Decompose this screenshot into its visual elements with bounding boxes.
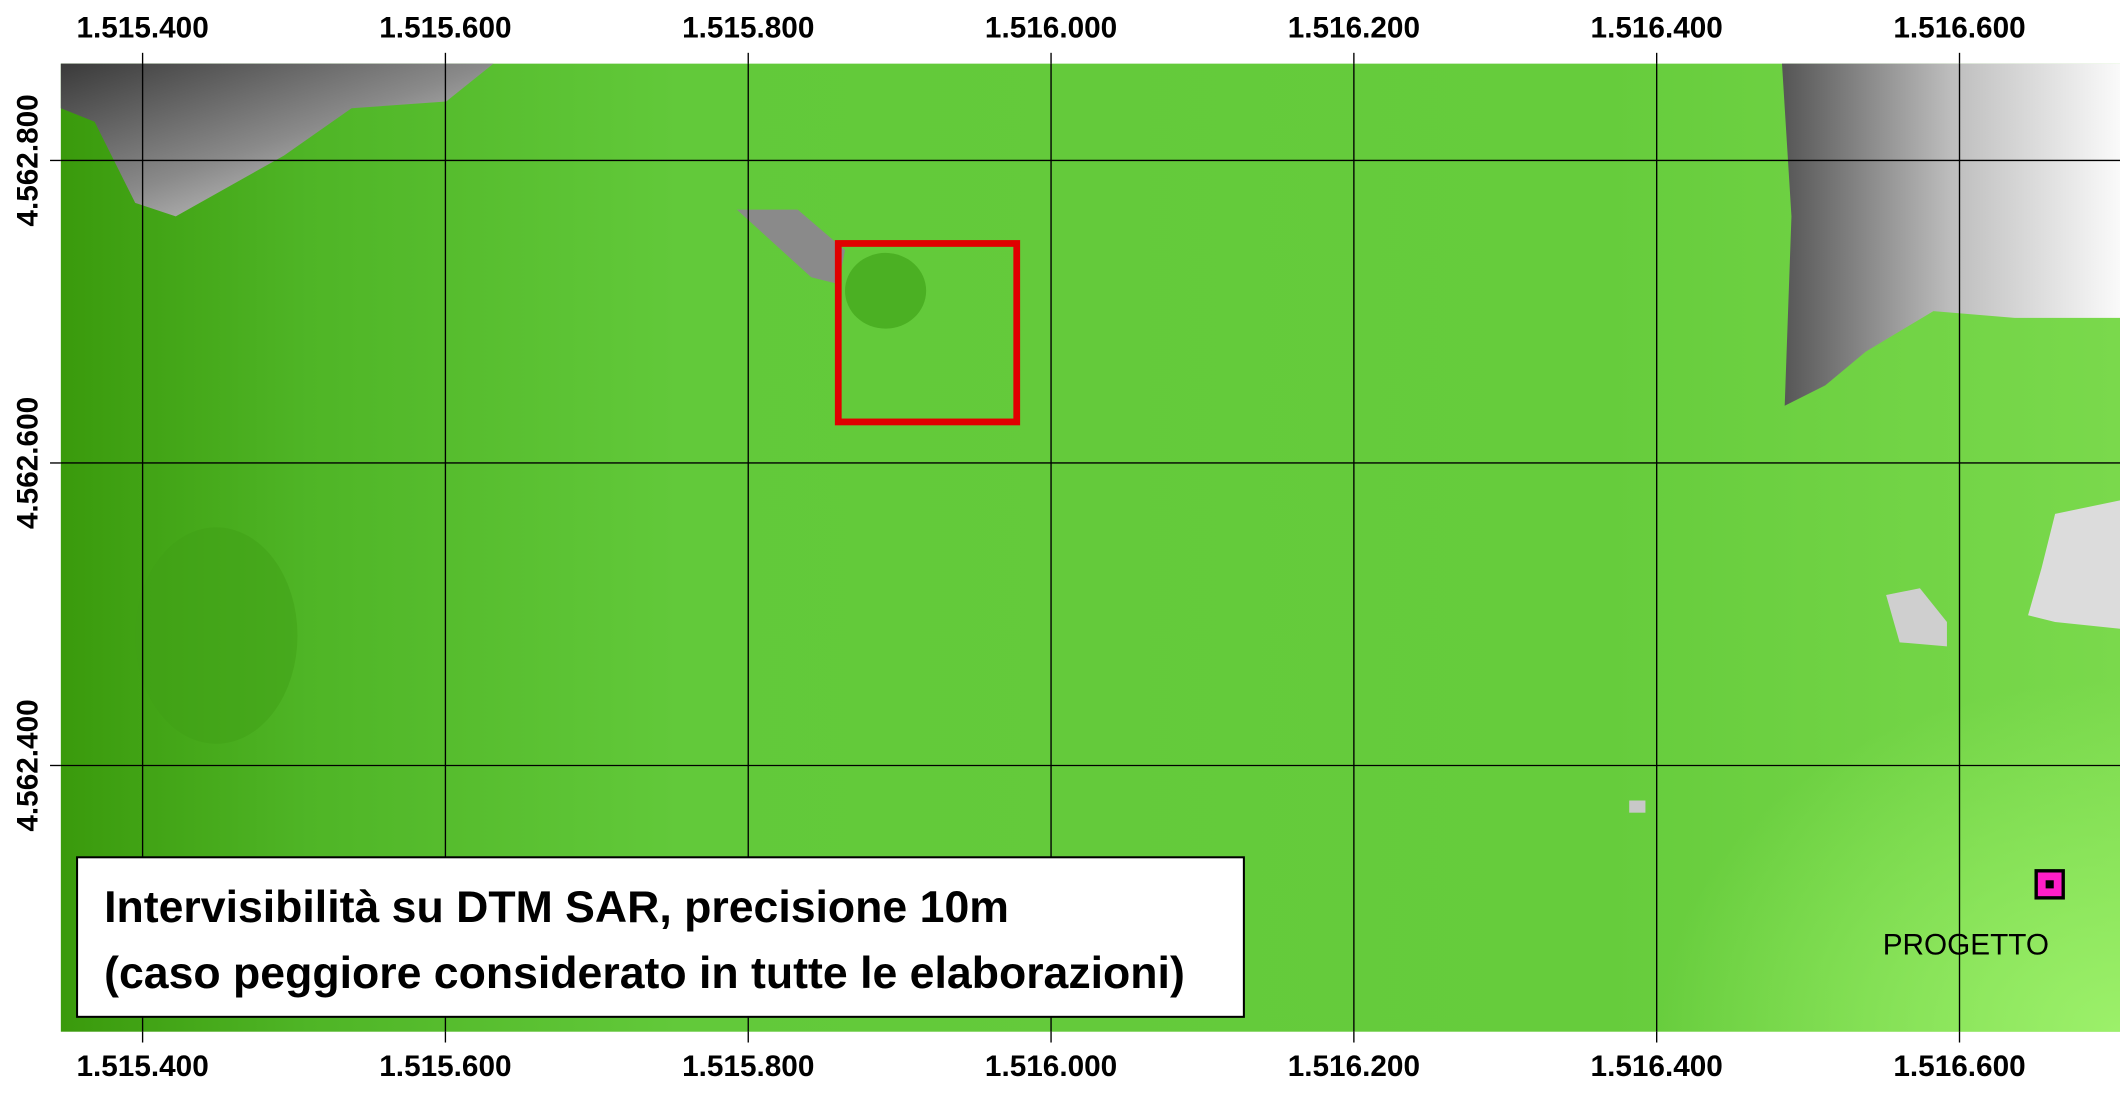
x-tick-label: 1.515.600 [379, 1050, 511, 1083]
marker-label: PROGETTO [1883, 928, 2049, 961]
caption-line: (caso peggiore considerato in tutte le e… [104, 949, 1185, 998]
page: {"map": { "xlim": [1515346, 1516706], "y… [0, 0, 2120, 1094]
x-tick-label: 1.515.600 [379, 12, 511, 45]
x-tick-label: 1.516.400 [1591, 12, 1723, 45]
x-tick-label: 1.515.400 [76, 12, 208, 45]
x-tick-label: 1.515.800 [682, 12, 814, 45]
dtm-valley [135, 527, 297, 743]
x-tick-label: 1.516.200 [1288, 1050, 1420, 1083]
x-tick-label: 1.516.000 [985, 1050, 1117, 1083]
y-tick-label: 4.562.800 [12, 94, 45, 226]
map-figure: PROGETTO Intervisibilità su DTM SAR, pre… [0, 0, 2120, 1094]
x-tick-label: 1.516.000 [985, 12, 1117, 45]
x-tick-label: 1.516.400 [1591, 1050, 1723, 1083]
caption-line: Intervisibilità su DTM SAR, precisione 1… [104, 883, 1009, 932]
x-tick-label: 1.515.800 [682, 1050, 814, 1083]
dtm-depression [845, 253, 926, 329]
x-tick-label: 1.515.400 [76, 1050, 208, 1083]
x-tick-label: 1.516.200 [1288, 12, 1420, 45]
x-tick-label: 1.516.600 [1893, 12, 2025, 45]
x-tick-label: 1.516.600 [1893, 1050, 2025, 1083]
y-tick-label: 4.562.400 [12, 699, 45, 831]
viewshed-area [1629, 801, 1645, 813]
project-marker-dot [2046, 880, 2054, 888]
y-tick-label: 4.562.600 [12, 397, 45, 529]
